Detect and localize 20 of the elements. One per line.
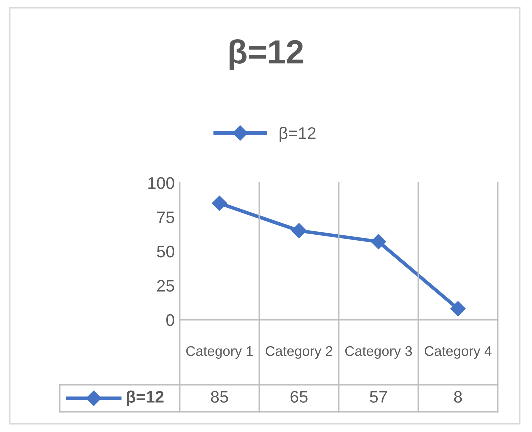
data-label: 65 — [290, 391, 308, 403]
x-tick-label: Category 2 — [266, 346, 333, 359]
point — [450, 301, 466, 317]
point — [212, 196, 228, 212]
x-tick-label: Category 4 — [424, 346, 492, 359]
x-tick-label: Category 3 — [345, 346, 412, 359]
x-tick-label: Category 1 — [186, 346, 254, 359]
data-label: 57 — [370, 391, 388, 403]
legend-label: β=12 — [280, 127, 316, 143]
y-tick-label: 25 — [157, 280, 174, 292]
y-tick-label: 100 — [148, 177, 174, 190]
data-label: 85 — [211, 391, 228, 403]
y-tick-label: 50 — [157, 246, 174, 258]
y-tick-label: 75 — [157, 212, 174, 224]
data-label: 8 — [454, 391, 462, 403]
point — [292, 223, 307, 239]
chart-title: β=12 — [230, 39, 304, 71]
text: β=12 — [127, 390, 164, 406]
point — [371, 234, 386, 250]
y-tick-label: 0 — [166, 314, 174, 326]
